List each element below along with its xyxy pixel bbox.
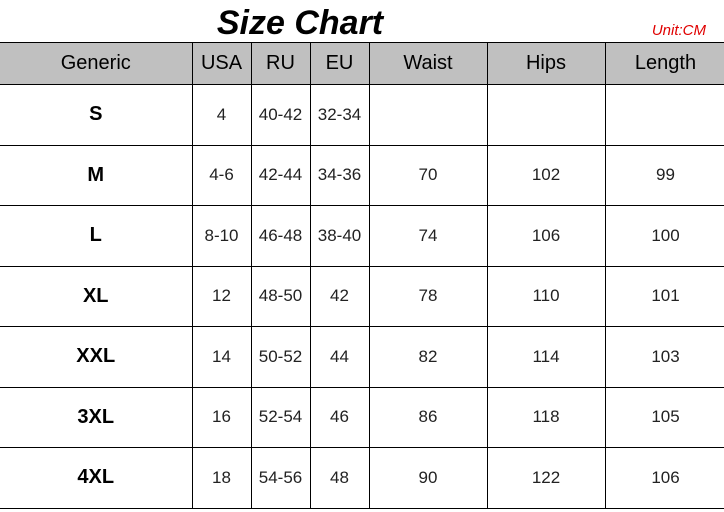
cell-waist: 78	[368, 265, 488, 327]
table-row: XL 12 48-50 42 78 110 101	[0, 265, 724, 327]
cell-hips: 118	[486, 386, 606, 448]
cell-hips: 102	[486, 144, 606, 206]
cell-waist: 82	[368, 326, 488, 388]
chart-title: Size Chart	[216, 4, 384, 42]
column-header-ru: RU	[250, 42, 311, 85]
cell-waist: 70	[368, 144, 488, 206]
cell-eu: 38-40	[309, 205, 370, 267]
column-header-eu: EU	[309, 42, 370, 85]
cell-length: 101	[604, 265, 724, 327]
table-row: M 4-6 42-44 34-36 70 102 99	[0, 144, 724, 206]
cell-length: 103	[604, 326, 724, 388]
cell-waist	[368, 84, 488, 146]
cell-ru: 48-50	[250, 265, 311, 327]
cell-waist: 90	[368, 447, 488, 509]
cell-hips: 114	[486, 326, 606, 388]
column-header-length: Length	[604, 42, 724, 85]
cell-generic: 3XL	[0, 386, 193, 448]
cell-length: 105	[604, 386, 724, 448]
cell-ru: 40-42	[250, 84, 311, 146]
column-header-usa: USA	[191, 42, 252, 85]
cell-length: 106	[604, 447, 724, 509]
cell-length: 100	[604, 205, 724, 267]
cell-usa: 18	[191, 447, 252, 509]
cell-ru: 50-52	[250, 326, 311, 388]
column-header-hips: Hips	[486, 42, 606, 85]
cell-ru: 52-54	[250, 386, 311, 448]
cell-ru: 54-56	[250, 447, 311, 509]
cell-eu: 42	[309, 265, 370, 327]
cell-usa: 16	[191, 386, 252, 448]
table-row: 4XL 18 54-56 48 90 122 106	[0, 447, 724, 509]
cell-generic: S	[0, 84, 193, 146]
cell-usa: 12	[191, 265, 252, 327]
cell-generic: XXL	[0, 326, 193, 388]
cell-length	[604, 84, 724, 146]
cell-usa: 14	[191, 326, 252, 388]
cell-eu: 32-34	[309, 84, 370, 146]
table-row: L 8-10 46-48 38-40 74 106 100	[0, 205, 724, 267]
cell-generic: XL	[0, 265, 193, 327]
column-header-waist: Waist	[368, 42, 488, 85]
table-row: XXL 14 50-52 44 82 114 103	[0, 326, 724, 388]
cell-hips: 106	[486, 205, 606, 267]
header-row: Generic USA RU EU Waist Hips Length	[0, 42, 724, 85]
cell-generic: L	[0, 205, 193, 267]
size-table: Generic USA RU EU Waist Hips Length S 4 40-42 32-…	[0, 42, 724, 509]
cell-hips: 110	[486, 265, 606, 327]
cell-eu: 44	[309, 326, 370, 388]
cell-ru: 42-44	[250, 144, 311, 206]
cell-usa: 4	[191, 84, 252, 146]
unit-label: Unit:CM	[651, 22, 706, 39]
cell-eu: 46	[309, 386, 370, 448]
cell-generic: M	[0, 144, 193, 206]
cell-waist: 74	[368, 205, 488, 267]
cell-usa: 8-10	[191, 205, 252, 267]
cell-hips	[486, 84, 606, 146]
table-row: S 4 40-42 32-34	[0, 84, 724, 146]
cell-waist: 86	[368, 386, 488, 448]
cell-eu: 48	[309, 447, 370, 509]
table-row: 3XL 16 52-54 46 86 118 105	[0, 386, 724, 448]
cell-length: 99	[604, 144, 724, 206]
cell-generic: 4XL	[0, 447, 193, 509]
cell-ru: 46-48	[250, 205, 311, 267]
cell-eu: 34-36	[309, 144, 370, 206]
cell-hips: 122	[486, 447, 606, 509]
column-header-generic: Generic	[0, 42, 193, 85]
cell-usa: 4-6	[191, 144, 252, 206]
